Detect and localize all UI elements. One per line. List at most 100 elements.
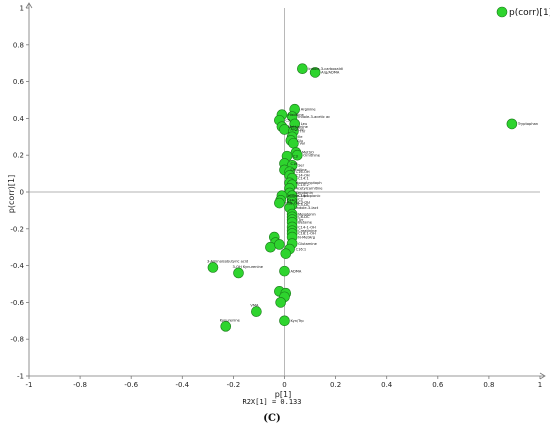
data-label: Arg/Orn: [291, 128, 305, 132]
y-tick-label: -0.6: [10, 299, 24, 307]
y-tick-label: -0.8: [10, 336, 24, 344]
data-point: [297, 63, 308, 75]
data-label: Glutamine: [298, 242, 317, 246]
data-label: 3-Aminoisobutyric acid: [207, 259, 248, 263]
data-label: Indole-3-propionic: [288, 194, 321, 198]
data-label: C16: [291, 162, 299, 166]
y-tick-label: -0.2: [10, 225, 24, 233]
legend-label: p(corr)[1]: [509, 8, 550, 18]
data-label: Melatonin: [298, 212, 316, 216]
y-tick-label: 1: [20, 5, 24, 13]
data-label: 3-OH Kynurenine: [233, 265, 264, 269]
data-label: C16:1: [298, 194, 309, 198]
x-tick-label: 0.6: [432, 381, 444, 389]
y-tick-label: 0.2: [13, 152, 24, 160]
data-label: Homotryptoph: [296, 181, 322, 185]
x-ticks: -1 -0.8 -0.6 -0.4 -0.2 0 0.2 0.4 0.6 0.8 1: [26, 376, 542, 389]
data-point: [275, 297, 286, 308]
data-label: C16-OH: [296, 170, 310, 174]
data-point: [279, 265, 290, 277]
x-axis-arrow: [539, 372, 546, 380]
x-tick-label: -0.4: [175, 381, 189, 389]
data-point: [309, 67, 321, 78]
data-point: [265, 241, 276, 253]
x-tick-label: -1: [26, 381, 33, 389]
legend-marker: [496, 6, 508, 18]
data-label: Arginine: [301, 108, 317, 112]
x-tick-label: 0.4: [381, 381, 393, 389]
footer-label: R2X[1] = 0.133: [242, 398, 301, 406]
data-label: C3-OH: [298, 200, 310, 204]
data-label: C5-DC: [298, 203, 310, 207]
data-label: Leu: [301, 122, 307, 126]
data-point: [233, 267, 244, 279]
data-point: [274, 239, 285, 250]
data-label: Indole-3-lact: [296, 206, 319, 210]
y-tick-label: 0: [20, 189, 24, 197]
data-label: C14-1-OH: [298, 225, 316, 229]
data-label: N-MetArg: [298, 235, 315, 239]
legend: p(corr)[1]: [496, 6, 550, 18]
data-label: Methionine: [288, 125, 309, 129]
data-label: Glu: [297, 139, 303, 143]
data-label: ADMA: [291, 269, 302, 273]
data-label: C6-DC: [298, 215, 310, 219]
x-tick-label: -0.2: [227, 381, 241, 389]
data-label: C14:1: [287, 199, 298, 203]
x-tick-label: -0.6: [124, 381, 138, 389]
y-tick-label: 0.4: [13, 115, 25, 123]
data-label: C14:1: [298, 177, 309, 181]
data-label: Kyn/Trp: [291, 319, 305, 323]
panel-label: (C): [263, 413, 280, 424]
data-point: [220, 321, 232, 332]
data-label: C18-OH: [285, 201, 299, 205]
data-point: [279, 315, 290, 327]
x-tick-label: 0: [282, 381, 286, 389]
x-tick-label: -0.8: [73, 381, 87, 389]
data-label: C10:2: [298, 183, 309, 187]
data-label: Tyr: [297, 218, 304, 222]
data-label: Creatinine: [298, 229, 317, 233]
y-tick-label: 0.8: [13, 41, 24, 49]
data-label: C14-OH: [296, 174, 310, 178]
y-tick-label: -0.4: [10, 262, 24, 270]
data-label: VMA: [250, 304, 259, 308]
data-label: Kynurenine: [220, 318, 241, 322]
data-label: Ile: [298, 135, 303, 139]
x-axis-label: p[1]: [275, 390, 291, 399]
x-tick-label: 0.8: [483, 381, 494, 389]
data-label: Indole-3-carboxaldi: [308, 67, 343, 71]
data-point: [291, 149, 303, 161]
data-point: [506, 118, 518, 130]
data-label: Indole-3-acetic ac: [298, 115, 330, 119]
data-point: [274, 197, 285, 209]
data-label: Serotonin: [296, 191, 313, 195]
data-label: Arg/ADMA: [321, 71, 340, 75]
data-label: Betaine: [298, 221, 313, 225]
data-label: Histidine: [288, 113, 305, 117]
data-label: MetSO: [302, 151, 314, 155]
y-axis-arrow: [25, 2, 33, 9]
data-points: [207, 63, 518, 332]
data-label: C5: [285, 119, 290, 123]
data-label: Thr: [298, 130, 305, 134]
data-label: C18:1-OH: [298, 232, 316, 236]
data-label: Tryptophan: [517, 122, 538, 126]
data-label: Acetylcarnitine: [296, 187, 324, 191]
data-label: Ser: [298, 164, 304, 168]
data-label: C3: [293, 154, 298, 158]
data-point: [280, 248, 292, 259]
y-tick-label: -1: [17, 373, 24, 381]
data-point: [251, 306, 262, 317]
x-tick-label: 1: [538, 381, 542, 389]
data-label: Ornithine: [303, 154, 320, 158]
data-label: Val: [299, 142, 304, 146]
data-label: C16:1: [296, 247, 307, 251]
x-tick-label: 0.2: [330, 381, 341, 389]
y-axis-label: p(corr)[1]: [7, 175, 16, 213]
y-tick-label: 0.6: [13, 78, 25, 86]
data-label: Citrulline: [291, 168, 308, 172]
y-ticks: 1 0.8 0.6 0.4 0.2 0 -0.2 -0.4 -0.6 -0.8 -1: [10, 5, 29, 381]
